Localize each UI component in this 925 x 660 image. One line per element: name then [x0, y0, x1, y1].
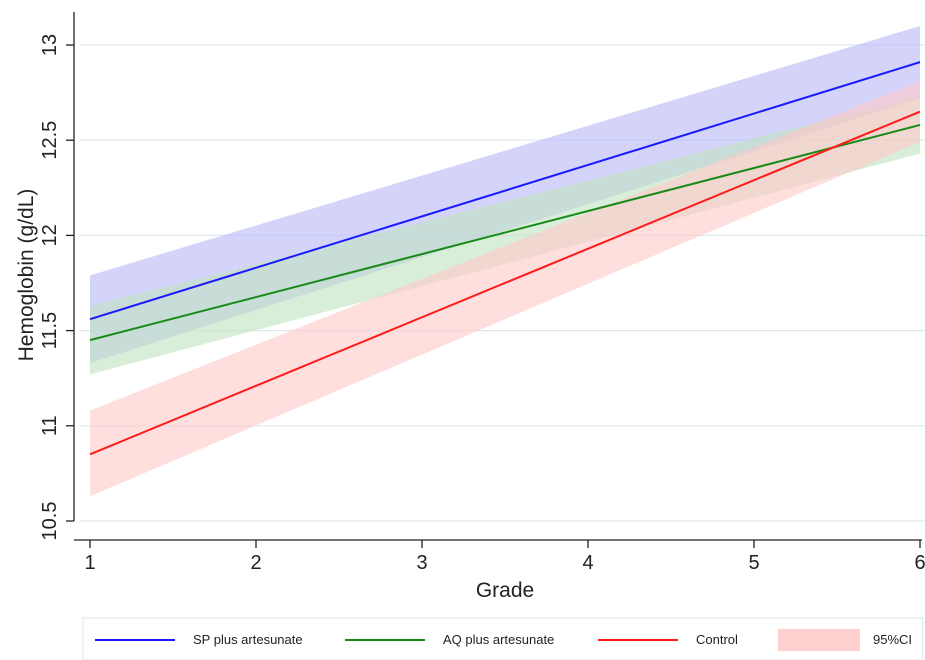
series-line-2	[89, 123, 921, 342]
x-tick-label-0: 1	[84, 552, 95, 574]
series-line-3	[89, 110, 921, 456]
legend-label-3: Control	[696, 632, 738, 647]
series-line-1	[89, 61, 921, 321]
y-tick-label-5: 13	[39, 34, 61, 56]
legend-key-ci	[778, 629, 860, 651]
series-lines	[89, 61, 921, 456]
y-tick-label-1: 11	[39, 415, 61, 436]
legend-label-1: SP plus artesunate	[193, 632, 303, 647]
y-tick-label-4: 12.5	[39, 121, 61, 160]
legend-label-2: AQ plus artesunate	[443, 632, 554, 647]
y-tick-label-0: 10.5	[39, 502, 61, 541]
ci-band-3	[90, 81, 920, 497]
x-axis-title: Grade	[476, 579, 534, 602]
legend-label-ci: 95%CI	[873, 632, 912, 647]
y-tick-label-3: 12	[39, 224, 61, 246]
y-axis-title: Hemoglobin (g/dL)	[15, 189, 38, 362]
x-tick-label-2: 3	[416, 552, 427, 574]
x-tick-label-5: 6	[914, 552, 925, 574]
y-tick-label-2: 11.5	[39, 312, 61, 349]
x-tick-label-3: 4	[582, 552, 593, 574]
x-tick-label-1: 2	[250, 552, 261, 574]
confidence-bands	[90, 25, 920, 497]
x-tick-label-4: 5	[748, 552, 759, 574]
legend: SP plus artesunate AQ plus artesunate Cont…	[82, 617, 924, 660]
